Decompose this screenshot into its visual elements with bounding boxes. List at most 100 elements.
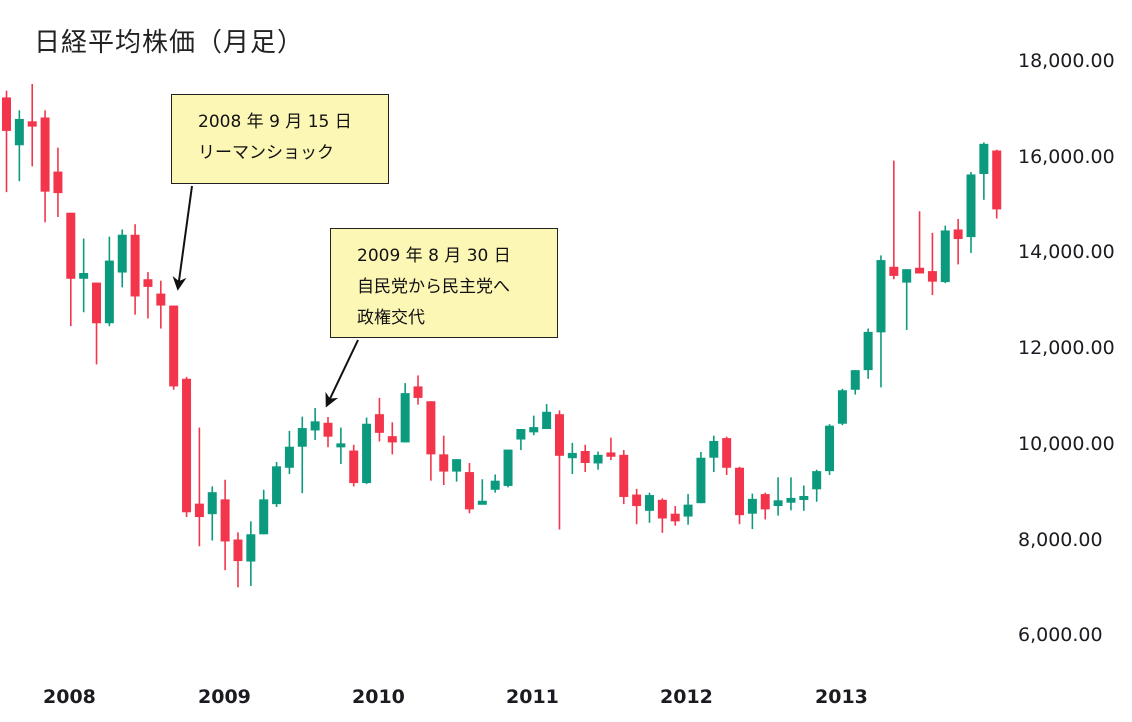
- note-line: 2008 年 9 月 15 日: [198, 112, 352, 132]
- candle: [632, 488, 642, 525]
- candle: [27, 84, 37, 167]
- candle: [477, 479, 487, 505]
- lehman-shock-note: 2008 年 9 月 15 日リーマンショック: [171, 94, 389, 184]
- candle: [310, 407, 320, 441]
- candle: [542, 404, 552, 430]
- candle: [374, 397, 384, 442]
- candle: [92, 282, 102, 365]
- candle: [117, 229, 127, 288]
- candle: [323, 417, 333, 448]
- candle: [233, 532, 243, 588]
- annotation-arrow: [172, 185, 193, 291]
- candle: [14, 110, 24, 182]
- annotation-arrow: [325, 339, 359, 408]
- candle: [799, 485, 809, 511]
- candle: [940, 225, 950, 284]
- candle: [554, 410, 564, 530]
- candle: [53, 147, 63, 218]
- candle: [927, 232, 937, 296]
- candle: [130, 224, 140, 315]
- candle: [786, 477, 796, 511]
- candle: [902, 269, 912, 330]
- candle: [40, 110, 50, 223]
- candle: [696, 451, 706, 504]
- note-line: 2009 年 8 月 30 日: [357, 246, 511, 266]
- candle: [683, 494, 693, 525]
- candle: [992, 149, 1002, 219]
- candle: [619, 450, 629, 505]
- candle: [220, 479, 230, 571]
- candle: [670, 506, 680, 526]
- candle: [889, 160, 899, 280]
- candle: [464, 462, 474, 514]
- candle: [272, 462, 282, 508]
- candle: [143, 272, 153, 319]
- x-tick-label: 2013: [815, 686, 868, 708]
- candle: [413, 375, 423, 405]
- candle: [207, 486, 217, 541]
- candle: [953, 218, 963, 265]
- y-tick-label: 6,000.00: [1018, 624, 1103, 647]
- candle: [79, 238, 89, 313]
- candle: [387, 422, 397, 455]
- candle: [349, 444, 359, 487]
- candle: [657, 498, 667, 533]
- change-of-government-note: 2009 年 8 月 30 日自民党から民主党へ 政権交代: [330, 228, 558, 338]
- candle: [567, 442, 577, 474]
- y-tick-label: 16,000.00: [1018, 145, 1115, 168]
- candle: [580, 444, 590, 473]
- chart-title: 日経平均株価（月足）: [34, 28, 305, 58]
- candle: [850, 370, 860, 395]
- candle: [2, 90, 11, 193]
- candle: [876, 255, 886, 388]
- candle: [297, 416, 307, 494]
- candle: [966, 172, 976, 253]
- candle: [169, 305, 179, 390]
- candle: [915, 211, 925, 274]
- note-line: 政権交代: [357, 308, 425, 328]
- candle: [516, 429, 526, 451]
- candle: [645, 492, 654, 523]
- candle: [426, 401, 436, 481]
- candle: [709, 435, 719, 473]
- candle: [722, 436, 732, 475]
- candle: [503, 449, 513, 488]
- candle: [812, 469, 822, 502]
- candle: [979, 142, 989, 200]
- candle: [104, 236, 114, 327]
- candle: [490, 474, 500, 493]
- candle: [400, 383, 410, 443]
- x-tick-label: 2011: [506, 686, 559, 708]
- x-tick-label: 2009: [198, 686, 251, 708]
- candle: [362, 417, 372, 485]
- x-tick-label: 2012: [660, 686, 713, 708]
- x-tick-label: 2008: [43, 686, 96, 708]
- candle: [825, 424, 835, 475]
- y-tick-label: 14,000.00: [1018, 241, 1115, 264]
- note-line: リーマンショック: [198, 143, 334, 163]
- candle: [760, 492, 770, 520]
- candle: [66, 212, 76, 327]
- candle: [439, 435, 449, 485]
- candle: [246, 521, 256, 586]
- y-tick-label: 18,000.00: [1018, 50, 1115, 72]
- candle: [452, 459, 462, 482]
- candle: [182, 376, 192, 518]
- candle: [773, 477, 783, 516]
- candle: [336, 427, 346, 464]
- y-tick-label: 8,000.00: [1018, 528, 1103, 551]
- candle: [863, 328, 873, 379]
- candle: [194, 427, 204, 547]
- candle: [593, 451, 603, 470]
- candle: [837, 388, 847, 426]
- note-line: 自民党から民主党へ: [357, 277, 510, 297]
- candle: [606, 437, 616, 461]
- candle: [747, 493, 757, 530]
- y-tick-label: 12,000.00: [1018, 337, 1115, 360]
- candle: [735, 466, 745, 525]
- candle: [284, 430, 294, 474]
- y-tick-label: 10,000.00: [1018, 432, 1115, 455]
- candle: [156, 280, 166, 329]
- candle: [259, 489, 269, 535]
